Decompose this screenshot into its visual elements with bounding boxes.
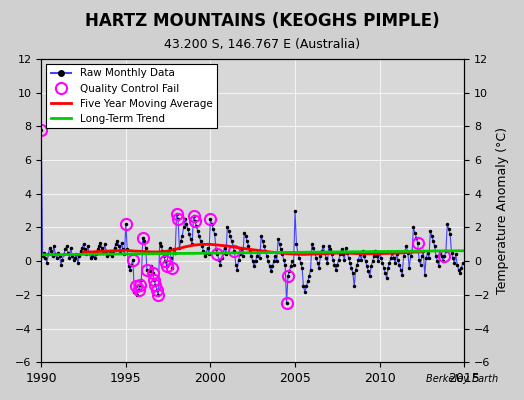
Text: HARTZ MOUNTAINS (KEOGHS PIMPLE): HARTZ MOUNTAINS (KEOGHS PIMPLE) [85,12,439,30]
Y-axis label: Temperature Anomaly (°C): Temperature Anomaly (°C) [496,127,509,294]
Legend: Raw Monthly Data, Quality Control Fail, Five Year Moving Average, Long-Term Tren: Raw Monthly Data, Quality Control Fail, … [47,64,217,128]
Text: 43.200 S, 146.767 E (Australia): 43.200 S, 146.767 E (Australia) [164,38,360,51]
Text: Berkeley Earth: Berkeley Earth [425,374,498,384]
